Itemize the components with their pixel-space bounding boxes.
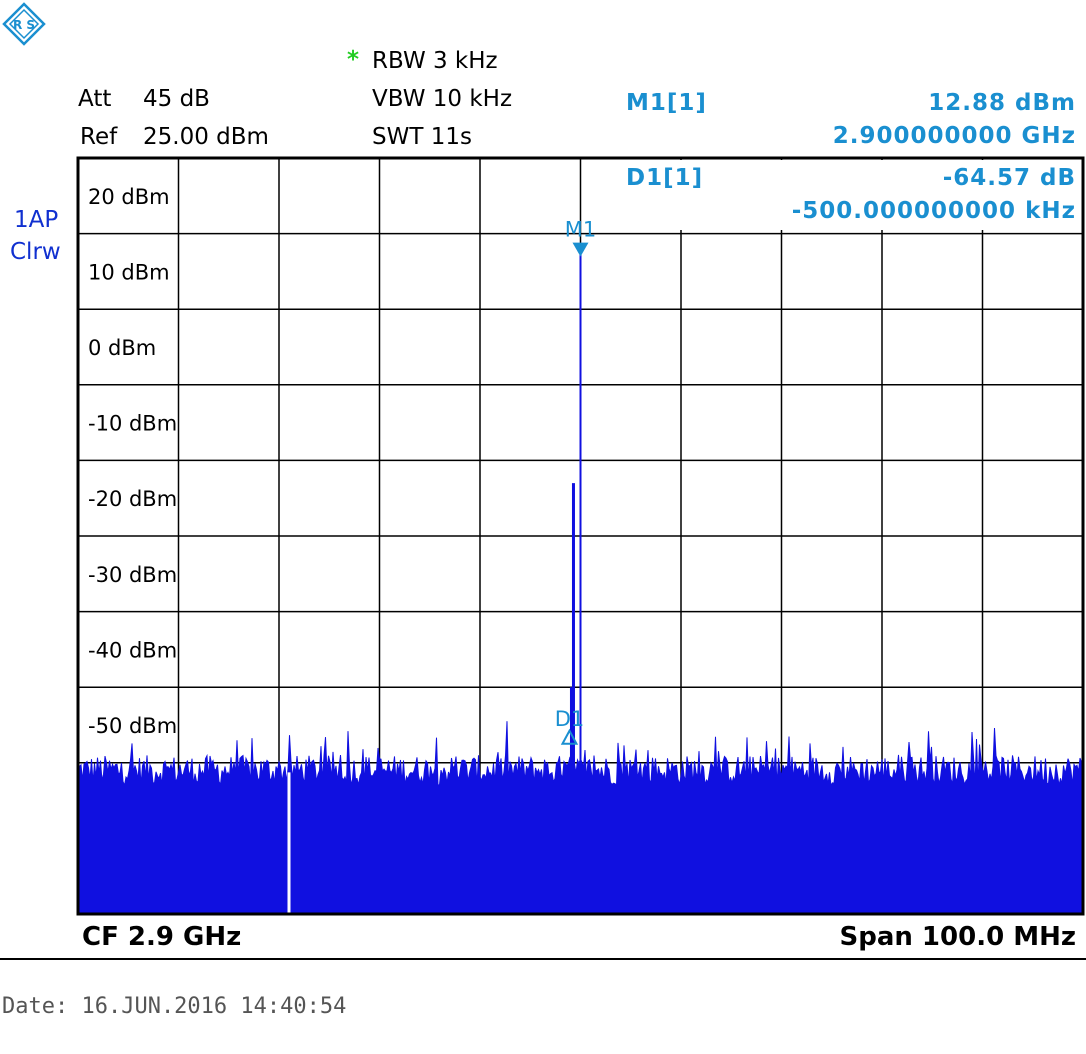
trace-mode-label: Clrw xyxy=(10,239,61,265)
svg-text:R S: R S xyxy=(13,18,35,32)
m1-marker-symbol xyxy=(572,242,589,257)
y-tick-labels: 20 dBm 10 dBm 0 dBm -10 dBm -20 dBm -30 dBm -4… xyxy=(88,185,177,738)
rbw-setting: RBW 3 kHz xyxy=(372,48,498,74)
frequency-span: Span 100.0 MHz xyxy=(839,922,1076,952)
ref-label: Ref xyxy=(80,124,118,150)
d1-readout-freq: -500.000000000 kHz xyxy=(791,198,1076,224)
m1-marker-tag: M1 xyxy=(565,218,596,242)
footer-divider xyxy=(0,958,1086,960)
rbw-coupling-star: * xyxy=(347,47,360,73)
center-frequency: CF 2.9 GHz xyxy=(82,922,242,952)
y-tick-label: 10 dBm xyxy=(88,260,170,284)
y-tick-label: -50 dBm xyxy=(88,714,177,738)
m1-readout-level: 12.88 dBm xyxy=(928,90,1076,116)
y-tick-label: 20 dBm xyxy=(88,185,170,209)
m1-readout-freq: 2.900000000 GHz xyxy=(832,123,1076,149)
y-tick-label: -40 dBm xyxy=(88,638,177,662)
d1-marker-tag: D1 xyxy=(555,707,585,731)
y-tick-label: -10 dBm xyxy=(88,412,177,436)
d1-readout-label: D1[1] xyxy=(626,165,704,191)
swt-setting: SWT 11s xyxy=(372,124,472,150)
marker-marks: M1 D1 xyxy=(555,218,596,745)
m1-readout-label: M1[1] xyxy=(626,90,707,116)
trace xyxy=(77,249,1084,915)
ref-value: 25.00 dBm xyxy=(143,124,269,150)
y-tick-label: -30 dBm xyxy=(88,563,177,587)
vbw-setting: VBW 10 kHz xyxy=(372,86,513,112)
date-stamp: Date: 16.JUN.2016 14:40:54 xyxy=(2,994,347,1019)
rohde-schwarz-logo-icon: R S xyxy=(2,2,46,46)
att-label: Att xyxy=(78,86,112,112)
att-value: 45 dB xyxy=(143,86,210,112)
d1-readout-level: -64.57 dB xyxy=(942,165,1076,191)
d1-readout-box xyxy=(622,160,1080,230)
y-tick-label: -20 dBm xyxy=(88,487,177,511)
d1-marker-symbol xyxy=(560,728,579,745)
y-tick-label: 0 dBm xyxy=(88,336,156,360)
trace-detector-label: 1AP xyxy=(14,207,59,233)
plot-frame xyxy=(76,156,1085,916)
